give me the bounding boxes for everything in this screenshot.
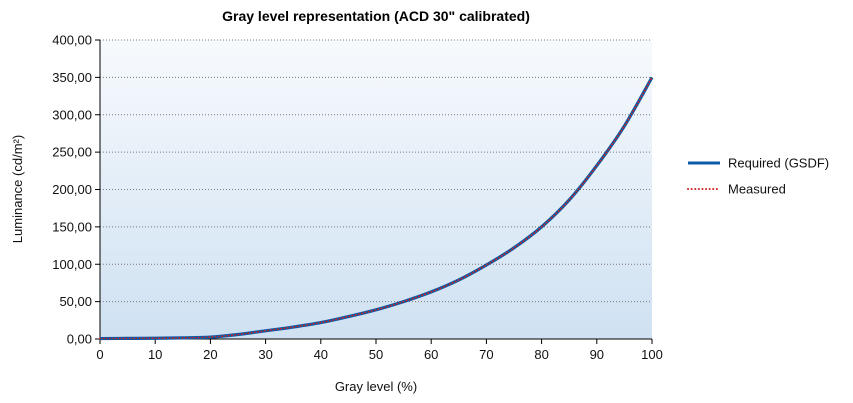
y-tick-label: 100,00 — [52, 257, 92, 272]
x-tick-label: 90 — [590, 347, 604, 362]
y-tick-label: 0,00 — [67, 332, 92, 347]
y-tick-label: 300,00 — [52, 107, 92, 122]
x-tick-label: 80 — [534, 347, 548, 362]
chart-title: Gray level representation (ACD 30" calib… — [222, 8, 530, 24]
tick-labels: 0,00 50,00 100,00 150,00 200,00 250,00 300,00 3… — [52, 33, 663, 363]
y-tick-label: 50,00 — [59, 294, 92, 309]
x-tick-label: 10 — [148, 347, 162, 362]
x-tick-label: 70 — [479, 347, 493, 362]
x-tick-label: 40 — [314, 347, 328, 362]
y-tick-label: 350,00 — [52, 70, 92, 85]
x-tick-label: 30 — [258, 347, 272, 362]
x-tick-label: 0 — [96, 347, 103, 362]
y-tick-label: 200,00 — [52, 182, 92, 197]
y-tick-label: 250,00 — [52, 145, 92, 160]
x-axis-label: Gray level (%) — [335, 379, 417, 394]
legend-label-measured: Measured — [728, 182, 786, 197]
legend: Required (GSDF) Measured — [687, 156, 829, 197]
gridlines — [100, 39, 652, 303]
x-tick-label: 20 — [203, 347, 217, 362]
x-tick-label: 100 — [641, 347, 663, 362]
x-tick-label: 60 — [424, 347, 438, 362]
y-tick-label: 150,00 — [52, 219, 92, 234]
y-tick-label: 400,00 — [52, 33, 92, 48]
x-tick-label: 50 — [369, 347, 383, 362]
data-series — [99, 76, 654, 341]
y-axis-label: Luminance (cd/m²) — [10, 135, 25, 243]
series-line-measured — [99, 76, 653, 340]
legend-label-required-gsdf: Required (GSDF) — [728, 156, 829, 171]
